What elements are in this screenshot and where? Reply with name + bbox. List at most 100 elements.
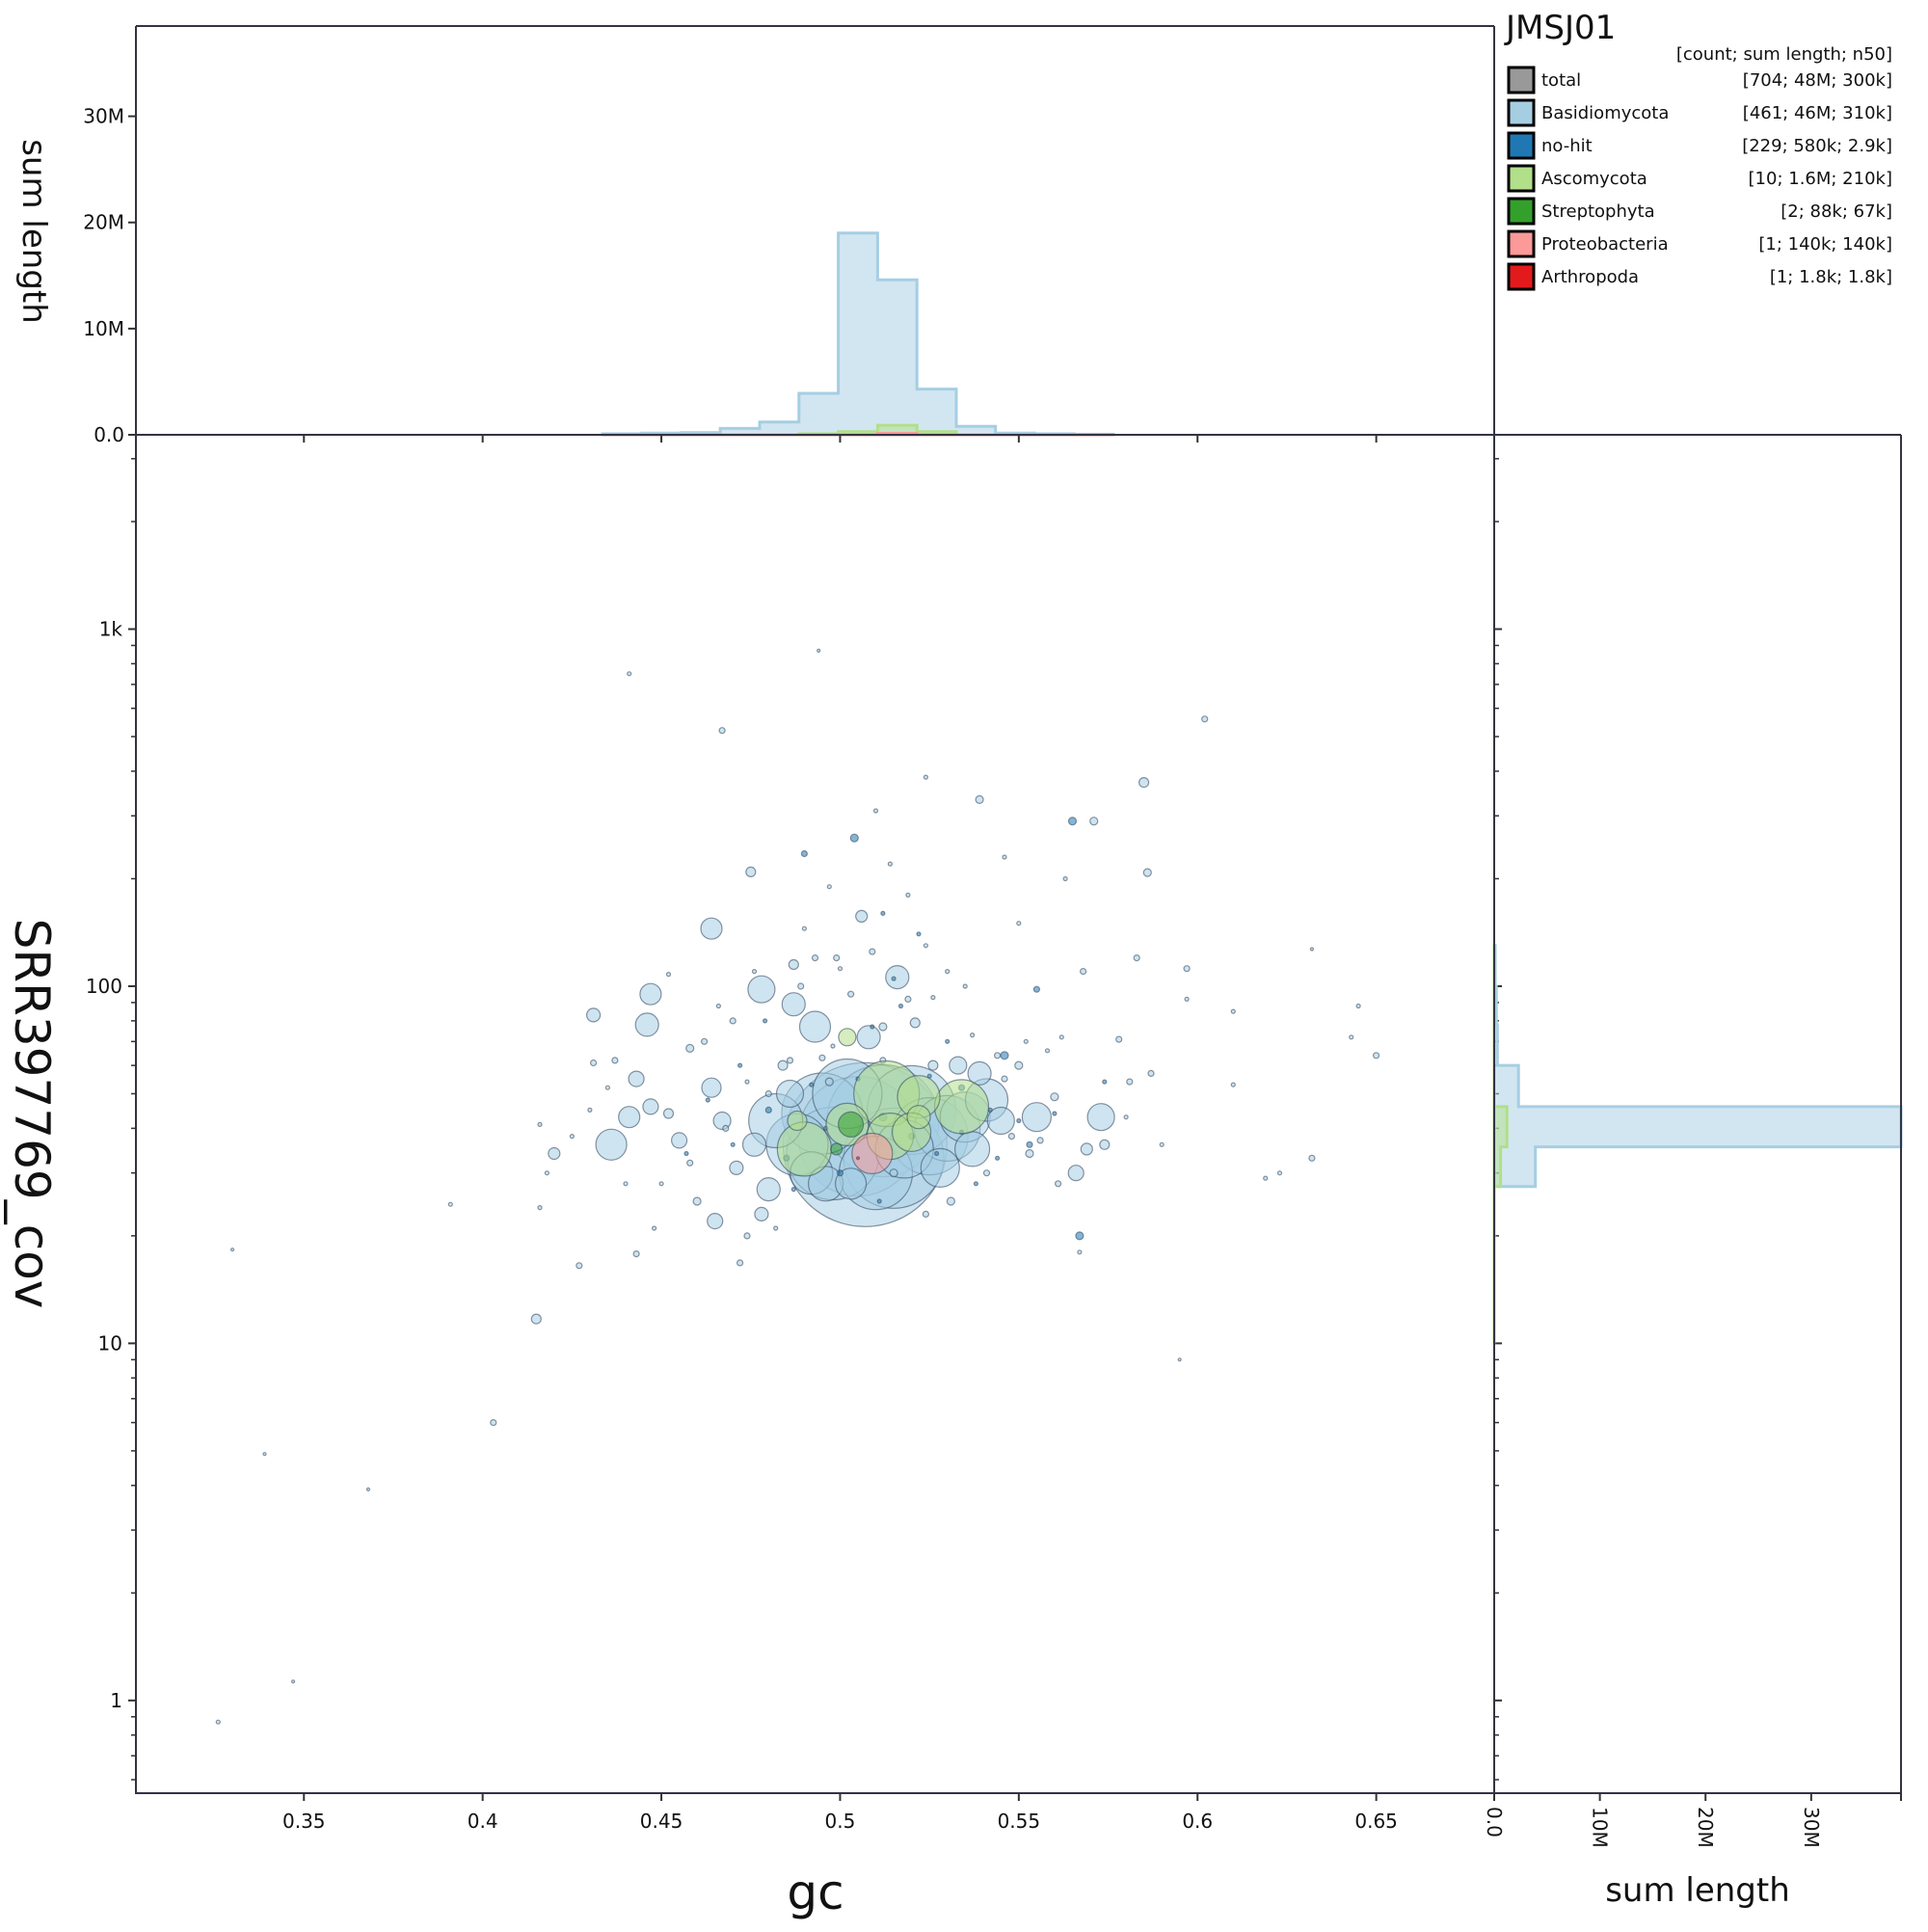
top-histogram-y-tick-label: 10M bbox=[83, 317, 124, 340]
legend-label: no-hit bbox=[1541, 136, 1593, 156]
blob-basidiomycota bbox=[665, 971, 672, 978]
blob-no-hit bbox=[1075, 1231, 1084, 1241]
legend-label: Arthropoda bbox=[1541, 267, 1639, 287]
blob-basidiomycota bbox=[291, 1679, 296, 1684]
scatter-panel: 0.35 0.4 0.45 0.5 0.55 0.6 0.65 1 10 100 1k gc SR… bbox=[4, 434, 1502, 1920]
right-histogram-x-tick-label: 20M bbox=[1694, 1807, 1717, 1848]
blob-basidiomycota bbox=[781, 992, 806, 1017]
legend-label: Streptophyta bbox=[1541, 201, 1655, 222]
legend-label: Proteobacteria bbox=[1541, 234, 1669, 255]
blob-basidiomycota bbox=[811, 953, 819, 962]
legend-stats: [229; 580k; 2.9k] bbox=[1742, 136, 1892, 156]
blob-basidiomycota bbox=[639, 982, 662, 1006]
blob-basidiomycota bbox=[1372, 1052, 1380, 1060]
legend: JMSJ01 [count; sum length; n50] total [70… bbox=[1504, 9, 1892, 291]
blob-basidiomycota bbox=[869, 948, 876, 955]
blob-basidiomycota bbox=[634, 1012, 659, 1037]
blob-ascomycota bbox=[933, 1079, 990, 1135]
blob-basidiomycota bbox=[1126, 1078, 1134, 1086]
blob-basidiomycota bbox=[745, 866, 757, 878]
blob-no-hit bbox=[800, 849, 809, 858]
blob-basidiomycota bbox=[707, 1212, 724, 1230]
blob-basidiomycota bbox=[830, 1043, 836, 1049]
blob-no-hit bbox=[809, 1082, 815, 1087]
blob-basidiomycota bbox=[1201, 715, 1209, 723]
blob-basidiomycota bbox=[1016, 921, 1022, 926]
blob-basidiomycota bbox=[700, 917, 723, 940]
blob-basidiomycota bbox=[982, 1169, 991, 1177]
blob-basidiomycota bbox=[576, 1262, 583, 1270]
legend-swatch bbox=[1507, 131, 1536, 160]
blob-basidiomycota bbox=[736, 1259, 744, 1267]
blob-basidiomycota bbox=[1001, 1075, 1008, 1083]
blob-basidiomycota bbox=[923, 774, 929, 780]
blob-no-hit bbox=[897, 1003, 904, 1009]
blob-basidiomycota bbox=[1177, 1357, 1182, 1362]
blob-basidiomycota bbox=[1021, 1102, 1053, 1133]
blob-basidiomycota bbox=[777, 1060, 789, 1071]
blob-basidiomycota bbox=[786, 1057, 794, 1064]
blob-basidiomycota bbox=[798, 1010, 832, 1043]
blob-basidiomycota bbox=[587, 1107, 593, 1114]
x-tick-label: 0.5 bbox=[825, 1810, 856, 1833]
x-axis-title: gc bbox=[787, 1865, 844, 1920]
legend-swatch bbox=[1507, 164, 1536, 193]
legend-header: [count; sum length; n50] bbox=[1676, 44, 1892, 65]
legend-label: Ascomycota bbox=[1541, 169, 1647, 189]
blob-basidiomycota bbox=[743, 1232, 751, 1240]
blob-basidiomycota bbox=[729, 1160, 744, 1176]
blob-basidiomycota bbox=[1089, 817, 1099, 826]
blob-basidiomycota bbox=[775, 1079, 805, 1109]
blob-basidiomycota bbox=[729, 1017, 736, 1025]
blob-basidiomycota bbox=[788, 958, 799, 971]
blob-ascomycota bbox=[838, 1028, 857, 1047]
blob-basidiomycota bbox=[215, 1719, 221, 1725]
blob-basidiomycota bbox=[722, 1124, 730, 1133]
top-histogram-basidiomycota bbox=[601, 231, 1115, 437]
legend-label: Basidiomycota bbox=[1541, 103, 1669, 123]
top-histogram-bars bbox=[136, 231, 1494, 437]
legend-swatch bbox=[1507, 197, 1536, 226]
blob-basidiomycota bbox=[685, 1043, 695, 1054]
blob-basidiomycota bbox=[949, 1056, 968, 1075]
blob-no-hit bbox=[730, 1141, 736, 1147]
blob-arthropoda bbox=[855, 1156, 861, 1161]
right-histogram: 0.0 10M 20M 30M sum length bbox=[1483, 434, 1903, 1910]
blob-ascomycota bbox=[776, 1121, 833, 1177]
blob-basidiomycota bbox=[967, 1060, 992, 1087]
blob-basidiomycota bbox=[662, 1108, 675, 1119]
blob-no-hit bbox=[973, 1181, 979, 1187]
blob-basidiomycota bbox=[756, 1176, 781, 1202]
blob-basidiomycota bbox=[889, 1168, 898, 1178]
legend-stats: [1; 140k; 140k] bbox=[1758, 234, 1892, 255]
blob-basidiomycota bbox=[537, 1121, 543, 1128]
blob-no-hit bbox=[764, 1106, 772, 1114]
blob-basidiomycota bbox=[1276, 1170, 1283, 1176]
blob-basidiomycota bbox=[1308, 1154, 1316, 1162]
top-histogram-y-tick-label: 0.0 bbox=[94, 423, 124, 446]
x-tick-label: 0.45 bbox=[640, 1810, 683, 1833]
blob-basidiomycota bbox=[1014, 1060, 1024, 1070]
blob-basidiomycota bbox=[701, 1077, 722, 1098]
blob-basidiomycota bbox=[764, 1089, 772, 1098]
blob-basidiomycota bbox=[651, 1225, 657, 1231]
blob-basidiomycota bbox=[718, 727, 726, 735]
blob-basidiomycota bbox=[585, 1007, 602, 1023]
blob-basidiomycota bbox=[604, 1085, 611, 1090]
blob-basidiomycota bbox=[1058, 1034, 1064, 1040]
scatter-blobs bbox=[215, 648, 1380, 1725]
x-tick-label: 0.55 bbox=[998, 1810, 1041, 1833]
blob-basidiomycota bbox=[751, 968, 758, 975]
legend-swatch bbox=[1507, 262, 1536, 291]
blob-basidiomycota bbox=[611, 1057, 619, 1064]
y-tick-label: 100 bbox=[86, 975, 122, 998]
legend-stats: [2; 88k; 67k] bbox=[1781, 201, 1892, 222]
blob-basidiomycota bbox=[818, 1054, 826, 1061]
blob-basidiomycota bbox=[1086, 1103, 1115, 1132]
x-tick-label: 0.65 bbox=[1354, 1810, 1398, 1833]
blob-basidiomycota bbox=[632, 1249, 640, 1258]
right-histogram-x-ticks: 0.0 10M 20M 30M bbox=[1483, 1793, 1902, 1848]
blob-basidiomycota bbox=[856, 1025, 881, 1050]
legend-stats: [10; 1.6M; 210k] bbox=[1749, 169, 1892, 189]
